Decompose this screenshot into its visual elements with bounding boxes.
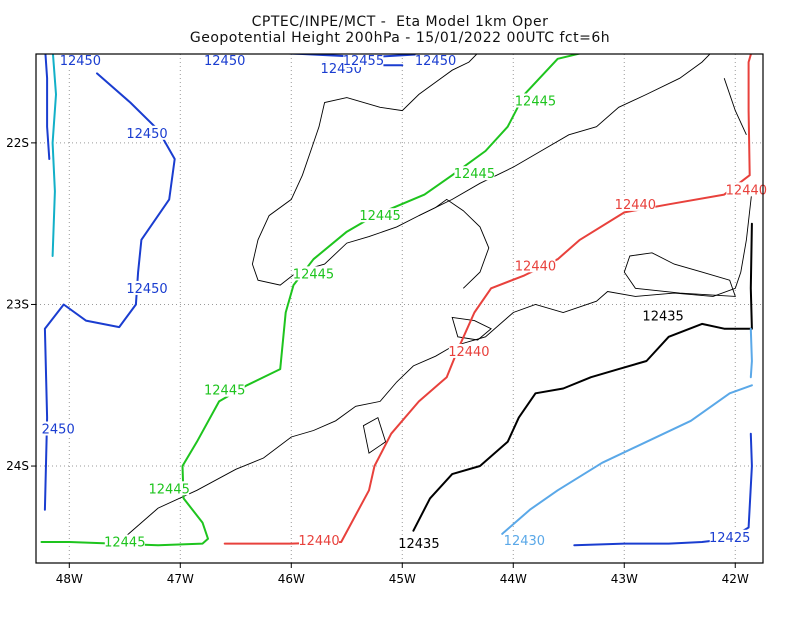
contour-label: 12440 (448, 345, 489, 360)
contour-label-bg (643, 308, 684, 323)
x-tick-label: 46W (278, 572, 305, 586)
contour-label: 12445 (454, 167, 495, 182)
contour-label-bg (126, 280, 167, 295)
y-axis: 22S 23S 24S (6, 136, 36, 473)
x-tick-label: 42W (722, 572, 749, 586)
island-outline (362, 416, 387, 454)
contour-label: 12450 (204, 54, 245, 69)
contour-label-bg (41, 421, 75, 436)
grid-lines (36, 54, 763, 563)
contour-label-bg (343, 53, 384, 68)
contour-12450 (391, 51, 502, 53)
contour-label-bg (454, 166, 495, 181)
coastline-layer (113, 54, 753, 548)
contour-12440 (223, 54, 753, 545)
contour-12450 (51, 54, 57, 257)
y-tick-label: 24S (6, 459, 29, 473)
contour-label: 12450 (126, 127, 167, 142)
contour-label-bg (615, 196, 656, 211)
contour-12430 (501, 384, 753, 535)
contour-label: 12450 (126, 282, 167, 297)
contour-label-bg (398, 536, 439, 551)
contour-label: 12450 (60, 54, 101, 69)
contour-label-bg (360, 208, 401, 223)
x-tick-label: 43W (611, 572, 638, 586)
contour-12435 (412, 222, 753, 532)
contour-label-bg (515, 258, 556, 273)
contour-label: 12425 (709, 531, 750, 546)
contour-label: 2450 (42, 422, 75, 437)
contour-12430 (749, 327, 753, 379)
contour-label-bg (204, 382, 245, 397)
contour-label: 12440 (726, 183, 767, 198)
contour-label: 12435 (642, 309, 683, 324)
y-tick-label: 23S (6, 297, 29, 311)
state-border (418, 54, 711, 217)
contour-label: 12440 (515, 259, 556, 274)
state-border (251, 54, 490, 289)
x-tick-label: 47W (167, 572, 194, 586)
coastline (113, 191, 753, 548)
contour-label-bg (415, 53, 456, 68)
chart-title-line2: Geopotential Height 200hPa - 15/01/2022 … (189, 30, 611, 46)
contour-label: 12445 (293, 267, 334, 282)
contour-12440 (680, 49, 752, 51)
contour-label-bg (504, 532, 545, 547)
contour-label: 12445 (104, 536, 145, 551)
contour-label: 12440 (615, 198, 656, 213)
contour-label-bg (60, 53, 101, 68)
contour-label: 12435 (398, 537, 439, 552)
contour-label-bg (149, 481, 190, 496)
contour-label: 12445 (204, 384, 245, 399)
x-tick-label: 45W (389, 572, 416, 586)
contour-label-bg (448, 343, 489, 358)
contour-label: 12445 (359, 209, 400, 224)
contour-label-bg (726, 182, 767, 197)
contour-12425 (573, 432, 753, 547)
contour-label: 12455 (343, 54, 384, 69)
contour-label-bg (293, 266, 334, 281)
contour-label: 12445 (515, 94, 556, 109)
contour-label-bg (204, 53, 245, 68)
contour-label-bg (709, 529, 750, 544)
map-frame (35, 53, 764, 564)
island-outline (623, 252, 736, 297)
contour-label-bg (515, 93, 556, 108)
contour-label-bg (104, 534, 145, 549)
contour-label: 12430 (504, 534, 545, 549)
contour-label-bg (299, 532, 340, 547)
state-border (723, 78, 747, 135)
contour-label: 12450 (415, 54, 456, 69)
x-tick-label: 48W (56, 572, 83, 586)
contour-12445 (40, 54, 582, 547)
chart-title-line1: CPTEC/INPE/MCT - Eta Model 1km Oper (251, 14, 549, 30)
contour-label: 12445 (149, 482, 190, 497)
contour-label-bg (126, 125, 167, 140)
x-tick-label: 44W (500, 572, 527, 586)
contour-12450 (44, 54, 51, 160)
y-tick-label: 22S (6, 136, 29, 150)
contour-label: 12440 (298, 534, 339, 549)
x-axis: 48W 47W 46W 45W 44W 43W 42W (56, 563, 749, 586)
